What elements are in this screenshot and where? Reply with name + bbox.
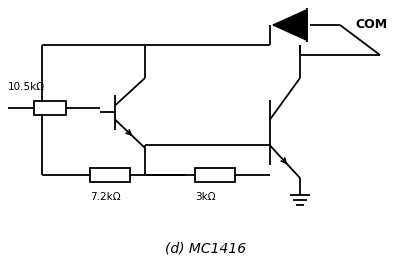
Text: 10.5kΩ: 10.5kΩ: [8, 82, 45, 92]
Text: 3kΩ: 3kΩ: [195, 192, 215, 202]
Bar: [90, 168, 130, 182]
Bar: [34, 101, 66, 115]
Polygon shape: [273, 10, 307, 40]
Text: COM: COM: [355, 18, 387, 31]
Text: 7.2kΩ: 7.2kΩ: [90, 192, 121, 202]
Text: (d) MC1416: (d) MC1416: [166, 241, 246, 255]
Bar: [195, 168, 235, 182]
